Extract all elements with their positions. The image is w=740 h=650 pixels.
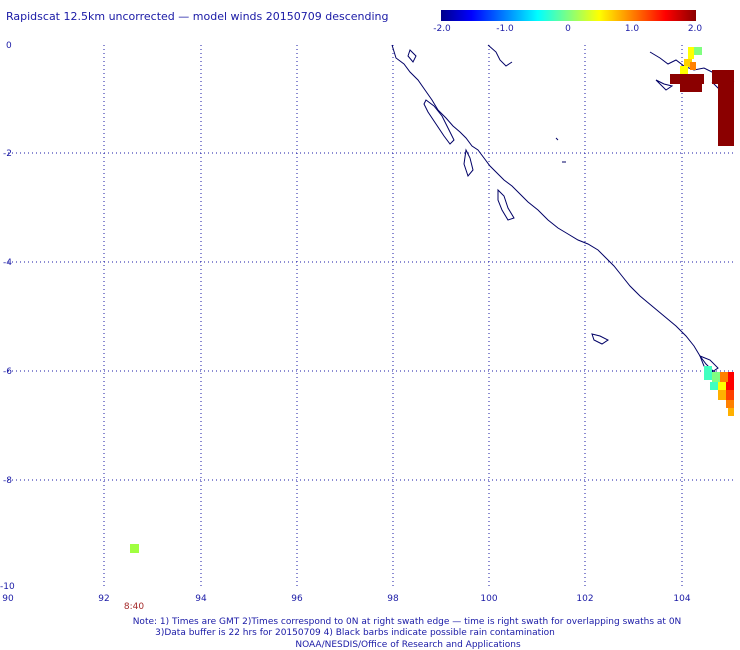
graticule xyxy=(8,45,734,588)
y-tick-0: 0 xyxy=(6,41,12,51)
cell xyxy=(694,47,702,55)
cell xyxy=(726,382,734,390)
cell xyxy=(726,400,734,408)
cell xyxy=(670,74,704,84)
colorbar: -2.0 -1.0 0 1.0 2.0 xyxy=(433,10,702,34)
x-tick-92: 92 xyxy=(98,594,109,604)
cell xyxy=(704,366,712,380)
wind-data-cells xyxy=(130,47,734,553)
y-tick-m10: -10 xyxy=(0,582,15,592)
cell xyxy=(712,372,720,382)
cell xyxy=(728,372,734,382)
cell xyxy=(728,408,734,416)
cell xyxy=(718,84,734,146)
colorbar-tick-4: 1.0 xyxy=(625,24,640,34)
x-tick-94: 94 xyxy=(195,594,207,604)
cell xyxy=(690,62,696,70)
x-axis-labels: 90 92 94 96 98 100 102 104 xyxy=(2,594,691,604)
cell xyxy=(680,84,702,92)
cell xyxy=(680,66,688,74)
cell xyxy=(718,382,726,390)
note-line-2: 3)Data buffer is 22 hrs for 20150709 4) … xyxy=(155,628,555,638)
y-tick-m6: -6 xyxy=(3,367,12,377)
cell xyxy=(710,382,718,390)
cell xyxy=(684,59,692,67)
swath-time-label: 8:40 xyxy=(124,602,144,612)
note-line-3: NOAA/NESDIS/Office of Research and Appli… xyxy=(295,640,521,650)
y-tick-m8: -8 xyxy=(3,476,12,486)
colorbar-tick-1: -2.0 xyxy=(433,24,451,34)
x-tick-100: 100 xyxy=(480,594,497,604)
cell xyxy=(688,47,694,59)
footnote: Note: 1) Times are GMT 2)Times correspon… xyxy=(133,617,682,650)
colorbar-tick-5: 2.0 xyxy=(688,24,703,34)
coastline xyxy=(391,44,735,381)
cell xyxy=(712,70,734,84)
x-tick-102: 102 xyxy=(576,594,593,604)
y-tick-m2: -2 xyxy=(3,149,12,159)
cell xyxy=(720,372,728,382)
x-tick-98: 98 xyxy=(387,594,399,604)
y-axis-labels: 0 -2 -4 -6 -8 -10 xyxy=(0,41,15,592)
x-tick-104: 104 xyxy=(673,594,690,604)
colorbar-tick-3: 0 xyxy=(565,24,571,34)
colorbar-gradient xyxy=(441,10,696,21)
y-tick-m4: -4 xyxy=(3,258,12,268)
note-line-1: Note: 1) Times are GMT 2)Times correspon… xyxy=(133,617,682,627)
x-tick-90: 90 xyxy=(2,594,14,604)
cell xyxy=(718,390,726,400)
colorbar-tick-2: -1.0 xyxy=(496,24,514,34)
cell xyxy=(130,544,139,553)
map-title: Rapidscat 12.5km uncorrected — model win… xyxy=(6,10,389,23)
cell xyxy=(726,390,734,400)
x-tick-96: 96 xyxy=(291,594,303,604)
